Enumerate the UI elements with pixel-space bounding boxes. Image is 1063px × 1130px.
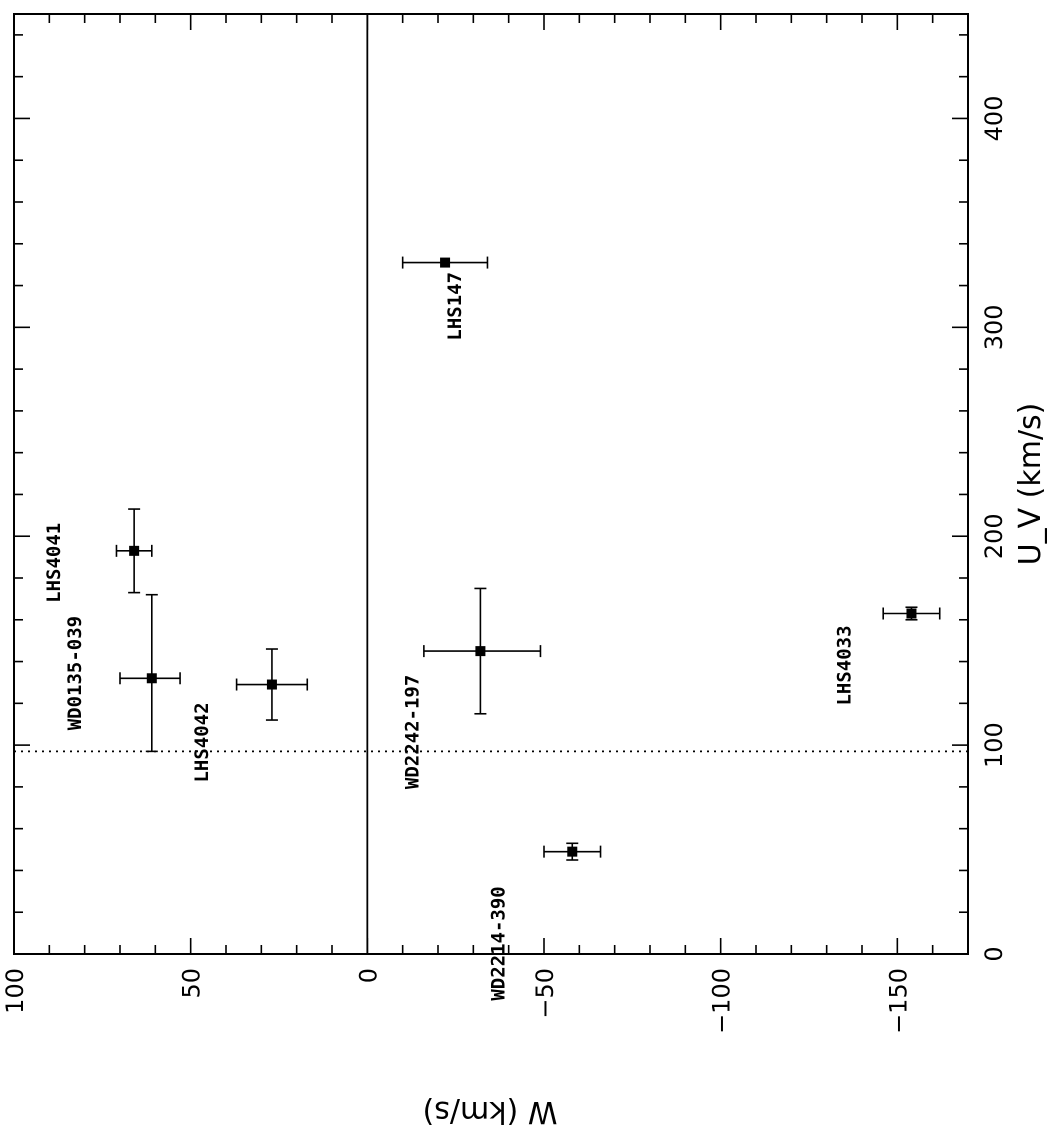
x-axis-label: W (km/s) (423, 1094, 558, 1129)
reference-lines (14, 14, 968, 954)
tick-marks (13, 14, 969, 955)
y-axis-label: U_V (km/s) (1013, 403, 1048, 566)
point-label: WD2214-390 (487, 886, 509, 1000)
point-labels: LHS147 LHS4041 WD0135-039 LHS4042 WD2242-197… (43, 272, 855, 1001)
data-marker (440, 257, 451, 268)
data-marker (906, 608, 917, 619)
point-label: LHS4042 (191, 702, 213, 782)
point-label: WD2242-197 (401, 675, 423, 789)
data-marker (146, 673, 157, 684)
data-marker (266, 679, 277, 690)
x-tick-label: 50 (178, 968, 206, 999)
y-tick-label: 200 (980, 513, 1008, 559)
y-tick-label: 400 (980, 96, 1008, 142)
point-label: LHS4033 (833, 625, 855, 705)
data-points (115, 256, 941, 861)
x-tick-label: −150 (884, 968, 912, 1034)
x-tick-labels: 100 50 0 −50 −100 −150 (1, 968, 912, 1034)
data-point (401, 256, 489, 269)
y-tick-labels: 0 100 200 300 400 (980, 96, 1008, 962)
data-point (882, 606, 941, 621)
point-label: LHS147 (444, 272, 466, 341)
x-tick-label: −100 (708, 968, 736, 1034)
plot-frame (13, 13, 969, 955)
data-point (423, 587, 542, 715)
y-tick-label: 0 (980, 946, 1008, 961)
data-marker (475, 646, 486, 657)
x-tick-label: −50 (531, 968, 559, 1019)
data-marker (129, 545, 140, 556)
data-point (235, 648, 309, 721)
x-tick-label: 100 (1, 968, 29, 1014)
x-tick-label: 0 (354, 968, 382, 983)
point-label: WD0135-039 (64, 616, 86, 730)
data-point (115, 508, 153, 594)
point-label: LHS4041 (43, 523, 65, 603)
y-tick-label: 300 (980, 304, 1008, 350)
data-point (119, 593, 181, 753)
y-tick-label: 100 (980, 722, 1008, 768)
data-point (543, 842, 602, 861)
data-marker (567, 846, 578, 857)
